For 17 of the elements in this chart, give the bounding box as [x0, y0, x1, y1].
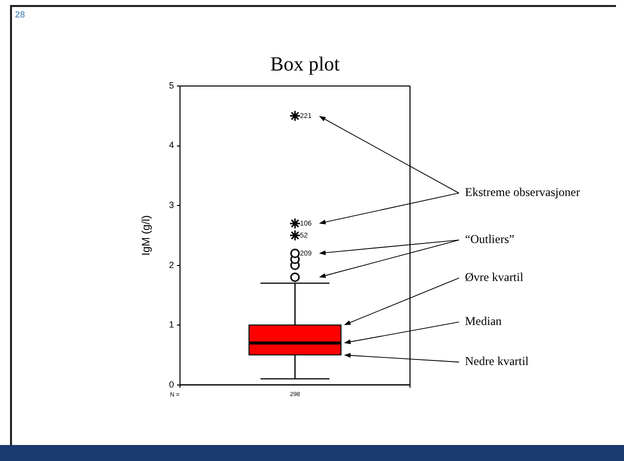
point: [289, 218, 301, 230]
text: Nedre kvartil: [465, 354, 530, 368]
y-tick-label: 3: [168, 200, 174, 210]
y-tick-label: 5: [168, 80, 174, 90]
text: 28: [15, 9, 26, 20]
text: Øvre kvartil: [465, 270, 524, 284]
y-tick-label: 0: [168, 379, 174, 390]
y-tick-label: 4: [168, 140, 174, 150]
text: Ekstreme observasjoner: [465, 185, 580, 200]
y-tick-label: 1: [168, 320, 174, 330]
chart-title: Box plot: [270, 53, 340, 76]
y-axis-title: IgM (g/l): [140, 215, 153, 256]
point: [289, 110, 301, 122]
point: [289, 230, 301, 242]
y-tick-label: 2: [168, 260, 174, 270]
text: “Outliers”: [465, 232, 514, 246]
text: Median: [465, 314, 502, 328]
